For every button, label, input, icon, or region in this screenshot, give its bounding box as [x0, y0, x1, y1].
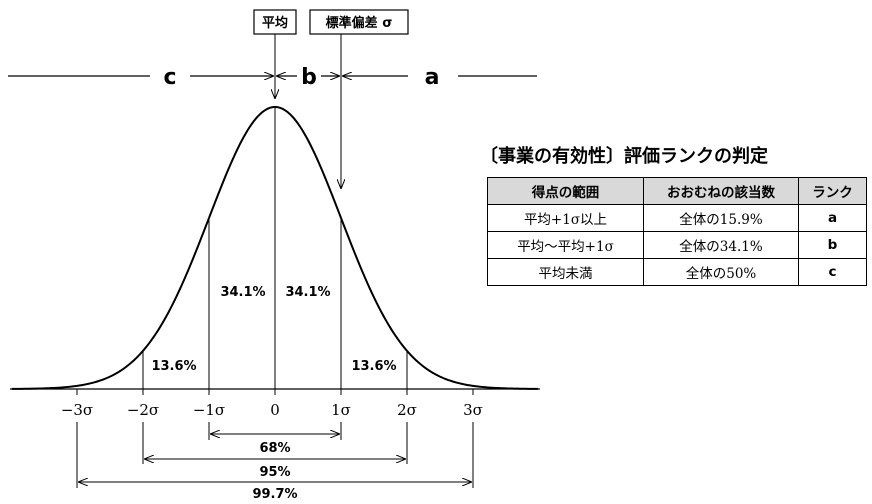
- table-row: 平均〜平均+1σ 全体の34.1% b: [487, 231, 867, 259]
- area-label-left-inner: 34.1%: [220, 285, 265, 300]
- tick-label: −2σ: [127, 401, 159, 419]
- zone-b-label: b: [301, 65, 317, 90]
- tick-label: 2σ: [397, 401, 417, 419]
- header-share: おおむねの該当数: [643, 177, 799, 205]
- cell-share: 全体の34.1%: [643, 231, 799, 259]
- sd-label-box: 標準偏差 σ: [309, 9, 409, 35]
- area-label-right-outer: 13.6%: [351, 359, 396, 374]
- cell-rank: a: [798, 204, 867, 232]
- zone-a-label: a: [425, 65, 440, 90]
- cell-rank: b: [798, 231, 867, 259]
- table-header-row: 得点の範囲 おおむねの該当数 ランク: [487, 177, 867, 205]
- tick-label: −1σ: [193, 401, 225, 419]
- cell-range: 平均+1σ以上: [487, 204, 644, 232]
- interval-68-label: 68%: [259, 441, 290, 456]
- table-row: 平均+1σ以上 全体の15.9% a: [487, 204, 867, 232]
- interval-brackets: 68% 95% 99.7%: [76, 422, 474, 502]
- sd-label: 標準偏差 σ: [326, 15, 393, 31]
- area-labels: 34.1% 34.1% 13.6% 13.6%: [151, 285, 396, 374]
- cell-rank: c: [798, 258, 867, 286]
- cell-share: 全体の15.9%: [643, 204, 799, 232]
- rank-table-title: 〔事業の有効性〕評価ランクの判定: [480, 146, 768, 167]
- cell-share: 全体の50%: [643, 258, 799, 286]
- mean-label-box: 平均: [253, 9, 297, 35]
- interval-95-label: 95%: [259, 465, 290, 480]
- mean-label: 平均: [262, 15, 288, 31]
- cell-range: 平均〜平均+1σ: [487, 231, 644, 259]
- tick-label: 1σ: [331, 401, 351, 419]
- area-label-left-outer: 13.6%: [151, 359, 196, 374]
- tick-label: −3σ: [61, 401, 93, 419]
- cell-range: 平均未満: [487, 258, 644, 286]
- rank-table: 得点の範囲 おおむねの該当数 ランク 平均+1σ以上 全体の15.9% a 平均…: [487, 177, 867, 286]
- interval-997-label: 99.7%: [252, 487, 297, 502]
- tick-label: 3σ: [463, 401, 483, 419]
- zone-c-label: c: [163, 65, 176, 90]
- table-row: 平均未満 全体の50% c: [487, 258, 867, 286]
- header-range: 得点の範囲: [487, 177, 644, 205]
- zone-row: c b a: [8, 65, 537, 90]
- header-rank: ランク: [798, 177, 867, 205]
- axis-tick-labels: −3σ −2σ −1σ 0 1σ 2σ 3σ: [61, 401, 483, 419]
- tick-label: 0: [270, 401, 280, 419]
- sigma-lines: [76, 107, 474, 395]
- area-label-right-inner: 34.1%: [285, 285, 330, 300]
